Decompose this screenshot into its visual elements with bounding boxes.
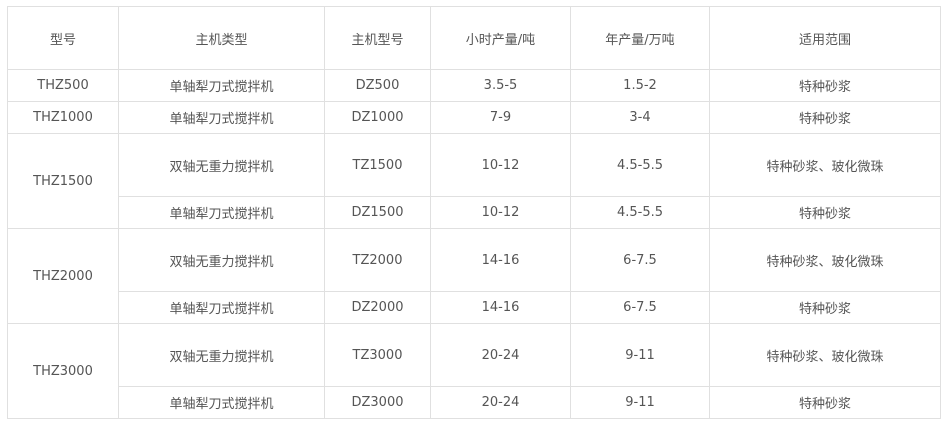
cell-yearly-output: 9-11 bbox=[570, 386, 710, 419]
header-host-type: 主机类型 bbox=[118, 6, 325, 70]
table-row: THZ1500 双轴无重力搅拌机 TZ1500 10-12 4.5-5.5 特种砂浆、玻化… bbox=[7, 133, 941, 229]
cell-yearly-output: 9-11 bbox=[570, 323, 710, 387]
cell-host-model: TZ2000 bbox=[324, 228, 431, 292]
cell-host-type: 双轴无重力搅拌机 bbox=[118, 133, 325, 197]
cell-scope: 特种砂浆 bbox=[709, 196, 941, 229]
cell-host-model: TZ1500 bbox=[324, 133, 431, 197]
cell-model: THZ1500 bbox=[7, 133, 119, 229]
cell-yearly-output: 3-4 bbox=[570, 101, 710, 134]
cell-host-model: DZ2000 bbox=[324, 291, 431, 324]
cell-host-model: DZ1000 bbox=[324, 101, 431, 134]
cell-host-type: 单轴犁刀式搅拌机 bbox=[118, 101, 325, 134]
cell-hourly-output: 7-9 bbox=[430, 101, 571, 134]
table-row: THZ3000 双轴无重力搅拌机 TZ3000 20-24 9-11 特种砂浆、玻化微珠 bbox=[7, 323, 941, 419]
table-row: THZ500 单轴犁刀式搅拌机 DZ500 3.5-5 1.5-2 特种砂浆 bbox=[7, 69, 941, 102]
cell-yearly-output: 6-7.5 bbox=[570, 291, 710, 324]
cell-hourly-output: 3.5-5 bbox=[430, 69, 571, 102]
table-row: THZ1000 单轴犁刀式搅拌机 DZ1000 7-9 3-4 特种砂浆 bbox=[7, 101, 941, 134]
cell-host-type: 单轴犁刀式搅拌机 bbox=[118, 69, 325, 102]
cell-host-type: 单轴犁刀式搅拌机 bbox=[118, 386, 325, 419]
cell-scope: 特种砂浆 bbox=[709, 386, 941, 419]
cell-scope: 特种砂浆 bbox=[709, 291, 941, 324]
cell-hourly-output: 10-12 bbox=[430, 133, 571, 197]
cell-scope: 特种砂浆、玻化微珠 bbox=[709, 228, 941, 292]
cell-model: THZ3000 bbox=[7, 323, 119, 419]
header-host-model: 主机型号 bbox=[324, 6, 431, 70]
header-hourly-output: 小时产量/吨 bbox=[430, 6, 571, 70]
cell-host-type: 双轴无重力搅拌机 bbox=[118, 228, 325, 292]
cell-hourly-output: 20-24 bbox=[430, 323, 571, 387]
cell-model: THZ2000 bbox=[7, 228, 119, 324]
table-row: 单轴犁刀式搅拌机 DZ2000 14-16 6-7.5 特种砂浆 bbox=[8, 291, 941, 324]
cell-yearly-output: 4.5-5.5 bbox=[570, 133, 710, 197]
cell-host-model: DZ1500 bbox=[324, 196, 431, 229]
header-row: 型号 主机类型 主机型号 小时产量/吨 年产量/万吨 适用范围 bbox=[7, 6, 941, 70]
cell-scope: 特种砂浆、玻化微珠 bbox=[709, 133, 941, 197]
cell-yearly-output: 4.5-5.5 bbox=[570, 196, 710, 229]
product-spec-table: 型号 主机类型 主机型号 小时产量/吨 年产量/万吨 适用范围 THZ500 单轴… bbox=[7, 6, 941, 419]
table-row: THZ2000 双轴无重力搅拌机 TZ2000 14-16 6-7.5 特种砂浆、玻化微珠 bbox=[7, 228, 941, 324]
header-yearly-output: 年产量/万吨 bbox=[570, 6, 710, 70]
table-row: 单轴犁刀式搅拌机 DZ1500 10-12 4.5-5.5 特种砂浆 bbox=[8, 196, 941, 229]
header-scope: 适用范围 bbox=[709, 6, 941, 70]
cell-host-type: 双轴无重力搅拌机 bbox=[118, 323, 325, 387]
cell-hourly-output: 14-16 bbox=[430, 228, 571, 292]
cell-model: THZ1000 bbox=[7, 101, 119, 134]
cell-yearly-output: 1.5-2 bbox=[570, 69, 710, 102]
cell-scope: 特种砂浆 bbox=[709, 101, 941, 134]
cell-host-model: DZ500 bbox=[324, 69, 431, 102]
cell-yearly-output: 6-7.5 bbox=[570, 228, 710, 292]
table-row: 单轴犁刀式搅拌机 DZ3000 20-24 9-11 特种砂浆 bbox=[8, 386, 941, 419]
cell-host-model: DZ3000 bbox=[324, 386, 431, 419]
cell-hourly-output: 20-24 bbox=[430, 386, 571, 419]
header-model: 型号 bbox=[7, 6, 119, 70]
cell-scope: 特种砂浆 bbox=[709, 69, 941, 102]
cell-scope: 特种砂浆、玻化微珠 bbox=[709, 323, 941, 387]
cell-host-type: 单轴犁刀式搅拌机 bbox=[118, 196, 325, 229]
cell-hourly-output: 14-16 bbox=[430, 291, 571, 324]
cell-host-model: TZ3000 bbox=[324, 323, 431, 387]
cell-hourly-output: 10-12 bbox=[430, 196, 571, 229]
cell-host-type: 单轴犁刀式搅拌机 bbox=[118, 291, 325, 324]
cell-model: THZ500 bbox=[7, 69, 119, 102]
